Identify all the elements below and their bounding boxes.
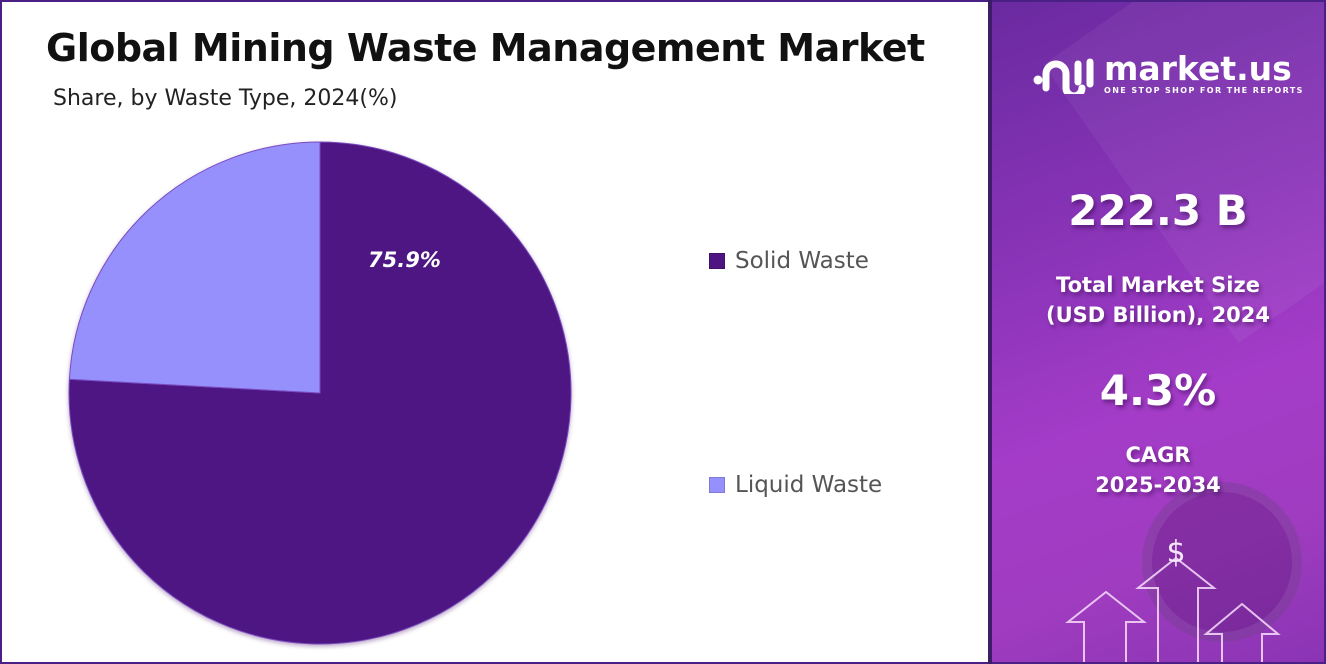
market-size-label-line1: Total Market Size [1056,273,1260,297]
legend-label: Solid Waste [735,248,869,274]
legend-item-liquid-waste[interactable]: Liquid Waste [709,472,882,498]
pie-label-solid-waste: 75.9% [368,248,441,272]
brand-name: market.us [1104,49,1292,88]
dollar-sign-icon: $ [1166,535,1185,570]
market-size-label-line2: (USD Billion), 2024 [1045,303,1271,327]
pie-chart [68,141,572,645]
cagr-label-line2: 2025-2034 [1095,473,1221,497]
pie-slice-liquid-waste[interactable] [68,141,321,394]
brand-logo: market.us ONE STOP SHOP FOR THE REPORTS [1032,52,1304,95]
cagr-label-line1: CAGR [1125,443,1191,467]
legend-swatch-liquid-waste [709,477,725,493]
chart-subtitle: Share, by Waste Type, 2024(%) [53,86,398,111]
legend-label: Liquid Waste [735,472,883,498]
legend-swatch-solid-waste [709,253,725,269]
chart-title: Global Mining Waste Management Market [46,26,925,70]
market-us-logo-icon [1033,58,1094,94]
chart-panel: Global Mining Waste Management Market Sh… [2,2,988,662]
legend-item-solid-waste[interactable]: Solid Waste [709,248,869,274]
growth-arrows-icon: $ [1065,535,1281,662]
market-size-value: 222.3 B [1068,186,1248,235]
panel-divider [988,0,992,664]
cagr-value: 4.3% [1099,366,1217,415]
stats-panel: market.us ONE STOP SHOP FOR THE REPORTS … [992,2,1324,662]
brand-tagline: ONE STOP SHOP FOR THE REPORTS [1104,86,1304,95]
